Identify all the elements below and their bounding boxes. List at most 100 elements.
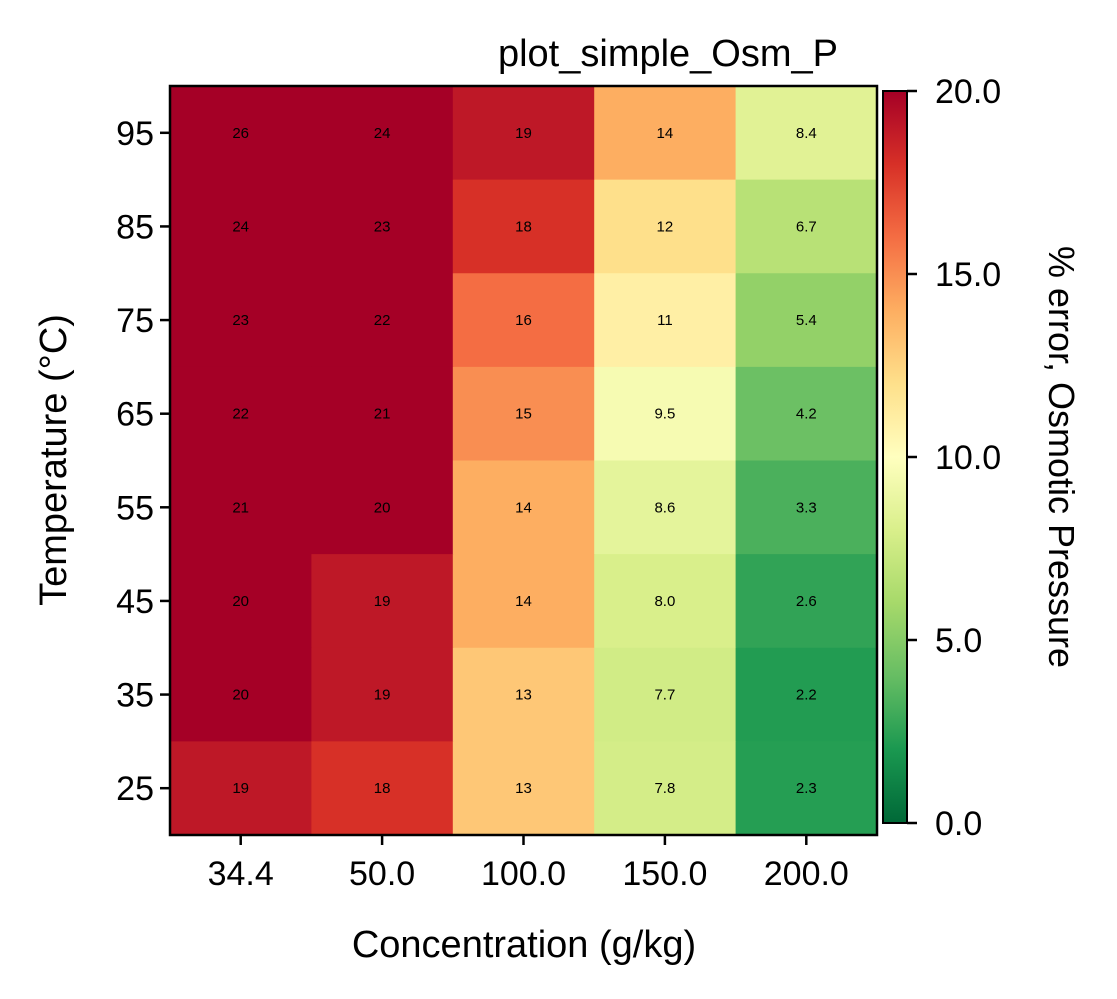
heatmap-cells: 26 24 19 14 8.4 24 23 18 12 6.7 23 22 16 11 5.4 22 21 15 9…: [170, 86, 878, 836]
heatmap-cell: [170, 647, 312, 742]
heatmap-cell: [452, 647, 595, 742]
heatmap-cell: [735, 741, 878, 836]
cell-value-label: 20: [232, 593, 249, 610]
heatmap-cell: [452, 741, 595, 836]
colorbar-tick-label: 15.0: [935, 256, 1001, 294]
cell-value-label: 3.3: [796, 499, 817, 516]
heatmap-cell: [452, 554, 595, 649]
cell-value-label: 19: [374, 687, 391, 704]
y-tick-label: 95: [116, 115, 154, 153]
heatmap-cell: [311, 554, 454, 649]
cell-value-label: 23: [374, 218, 391, 235]
cell-value-label: 21: [232, 499, 249, 516]
cell-value-label: 19: [374, 593, 391, 610]
cell-value-label: 18: [515, 218, 532, 235]
heatmap-cell: [594, 741, 737, 836]
y-axis-label: Temperature (°C): [33, 314, 75, 606]
cell-value-label: 24: [374, 125, 391, 142]
cell-value-label: 2.3: [796, 780, 817, 797]
colorbar-label: % error, Osmotic Pressure: [1041, 246, 1082, 668]
heatmap-cell: [170, 273, 312, 368]
x-tick-label: 200.0: [764, 855, 849, 893]
heatmap-cell: [170, 460, 312, 555]
cell-value-label: 14: [515, 593, 532, 610]
cell-value-label: 13: [515, 780, 532, 797]
cell-value-label: 12: [657, 218, 674, 235]
heatmap-cell: [311, 647, 454, 742]
heatmap-cell: [170, 179, 312, 274]
cell-value-label: 8.0: [654, 593, 675, 610]
heatmap-cell: [735, 460, 878, 555]
cell-value-label: 2.2: [796, 687, 817, 704]
cell-value-label: 20: [374, 499, 391, 516]
heatmap-cell: [594, 366, 737, 462]
cell-value-label: 11: [657, 312, 673, 329]
cell-value-label: 2.6: [796, 593, 817, 610]
cell-value-label: 15: [515, 406, 532, 423]
cell-value-label: 8.4: [796, 125, 817, 142]
y-tick-label: 65: [116, 396, 154, 434]
y-tick-label: 45: [116, 583, 154, 621]
cell-value-label: 4.2: [796, 406, 817, 423]
cell-value-label: 6.7: [796, 218, 817, 235]
y-axis: 95 85 75 65 55 45 35 25: [116, 115, 170, 808]
heatmap-cell: [594, 460, 737, 555]
heatmap-cell: [170, 366, 312, 462]
cell-value-label: 9.5: [654, 406, 675, 423]
cell-value-label: 23: [232, 312, 249, 329]
x-axis-label: Concentration (g/kg): [352, 924, 696, 966]
cell-value-label: 14: [657, 125, 674, 142]
heatmap-cell: [735, 366, 878, 462]
x-tick-label: 100.0: [481, 855, 566, 893]
heatmap-cell: [735, 273, 878, 368]
heatmap-cell: [170, 86, 312, 181]
cell-value-label: 5.4: [796, 312, 817, 329]
heatmap-cell: [311, 460, 454, 555]
heatmap-cell: [735, 647, 878, 742]
cell-value-label: 24: [232, 218, 249, 235]
chart-title: plot_simple_Osm_P: [498, 33, 838, 75]
x-axis: 34.4 50.0 100.0 150.0 200.0: [208, 835, 849, 893]
cell-value-label: 16: [515, 312, 532, 329]
x-tick-label: 150.0: [622, 855, 707, 893]
y-tick-label: 35: [116, 677, 154, 715]
y-tick-label: 25: [116, 770, 154, 808]
heatmap-cell: [452, 366, 595, 462]
heatmap-cell: [452, 179, 595, 274]
y-tick-label: 85: [116, 208, 154, 246]
x-tick-label: 50.0: [349, 855, 415, 893]
colorbar-tick-label: 10.0: [935, 439, 1001, 477]
cell-value-label: 26: [232, 125, 249, 142]
heatmap-cell: [452, 273, 595, 368]
x-tick-label: 34.4: [208, 855, 274, 893]
heatmap-cell: [594, 273, 737, 368]
heatmap-cell: [594, 179, 737, 274]
cell-value-label: 20: [232, 687, 249, 704]
heatmap-cell: [594, 647, 737, 742]
y-tick-label: 75: [116, 302, 154, 340]
heatmap-cell: [594, 554, 737, 649]
colorbar: [882, 90, 908, 824]
heatmap-cell: [311, 741, 454, 836]
cell-value-label: 22: [374, 312, 391, 329]
cell-value-label: 7.8: [654, 780, 675, 797]
heatmap-cell: [311, 273, 454, 368]
heatmap-cell: [735, 554, 878, 649]
heatmap-cell: [311, 366, 454, 462]
heatmap-cell: [594, 86, 737, 181]
heatmap-cell: [735, 86, 878, 181]
cell-value-label: 18: [374, 780, 391, 797]
heatmap-cell: [452, 460, 595, 555]
cell-value-label: 22: [232, 406, 249, 423]
cell-value-label: 7.7: [654, 687, 675, 704]
cell-value-label: 19: [515, 125, 532, 142]
colorbar-tick-label: 0.0: [935, 805, 982, 843]
heatmap-cell: [311, 86, 454, 181]
y-tick-label: 55: [116, 489, 154, 527]
cell-value-label: 8.6: [654, 499, 675, 516]
heatmap-cell: [311, 179, 454, 274]
cell-value-label: 21: [374, 406, 391, 423]
colorbar-tick-label: 5.0: [935, 622, 982, 660]
colorbar-axis: 0.0 5.0 10.0 15.0 20.0: [907, 73, 1001, 843]
